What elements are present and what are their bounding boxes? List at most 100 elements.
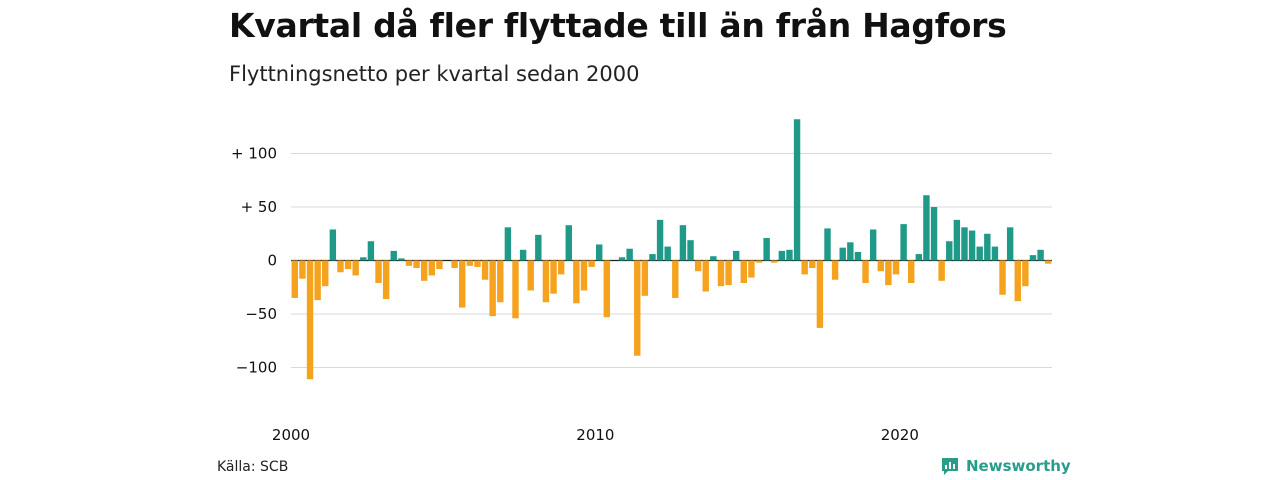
- bar: [436, 260, 443, 270]
- bar: [1006, 227, 1014, 261]
- bar: [466, 260, 474, 266]
- bar: [824, 228, 831, 261]
- bar: [778, 250, 786, 261]
- bar: [557, 260, 565, 275]
- bar: [413, 260, 420, 268]
- bar: [694, 260, 702, 272]
- bar: [489, 260, 496, 317]
- bar: [504, 227, 512, 261]
- bar: [535, 234, 542, 261]
- bar: [382, 260, 390, 300]
- y-tick-label: + 50: [241, 198, 277, 216]
- chart-title: Kvartal då fler flyttade till än från Ha…: [229, 6, 1007, 45]
- bar: [664, 246, 671, 261]
- bar: [375, 260, 382, 283]
- bar: [915, 254, 923, 261]
- bar: [786, 249, 793, 261]
- x-tick-label: 2020: [881, 426, 919, 444]
- bar: [497, 260, 504, 303]
- bar: [1014, 260, 1021, 302]
- brand-name: Newsworthy: [966, 457, 1071, 475]
- bar: [755, 260, 763, 263]
- bar: [1037, 249, 1044, 261]
- bar: [809, 260, 816, 268]
- bar: [999, 260, 1006, 295]
- bar: [512, 260, 519, 319]
- bar: [938, 260, 945, 281]
- bar: [420, 260, 428, 281]
- bar: [732, 250, 740, 261]
- bar: [717, 260, 725, 287]
- bar: [968, 230, 976, 261]
- bar: [885, 260, 892, 286]
- bar: [892, 260, 900, 275]
- bar: [451, 260, 458, 268]
- bar: [702, 260, 709, 292]
- bar: [763, 238, 770, 261]
- bar: [991, 246, 999, 261]
- bar: [390, 250, 397, 261]
- bar: [984, 233, 991, 261]
- bar: [596, 244, 603, 261]
- bar: [306, 260, 314, 380]
- bar: [542, 260, 550, 303]
- bar: [329, 229, 337, 261]
- bar: [1022, 260, 1029, 287]
- x-tick-label: 2000: [272, 426, 310, 444]
- bar: [679, 225, 687, 261]
- bar: [869, 229, 877, 261]
- y-tick-label: 0: [267, 252, 277, 270]
- chart-subtitle: Flyttningsnetto per kvartal sedan 2000: [229, 62, 640, 86]
- bar: [580, 260, 588, 291]
- bar: [854, 251, 862, 261]
- bar: [550, 260, 557, 294]
- bar: [740, 260, 747, 283]
- bar: [687, 240, 694, 261]
- y-tick-label: −50: [245, 305, 277, 323]
- bar: [953, 219, 961, 261]
- bar: [710, 256, 717, 261]
- bar: [793, 119, 801, 261]
- newsworthy-logo: Newsworthy: [940, 456, 1071, 476]
- bar: [626, 248, 633, 261]
- bar: [847, 242, 854, 261]
- bar: [352, 260, 359, 276]
- source-note: Källa: SCB: [217, 459, 289, 475]
- bar: [649, 254, 656, 261]
- bar: [862, 260, 869, 283]
- bar: [1029, 255, 1037, 261]
- bar: [344, 260, 352, 270]
- bar: [923, 195, 930, 261]
- bar: [474, 260, 481, 267]
- bar: [748, 260, 755, 278]
- bar: [946, 241, 953, 261]
- bar: [314, 260, 321, 301]
- y-tick-label: −100: [236, 359, 277, 377]
- bar: [900, 224, 907, 261]
- bar: [527, 260, 534, 291]
- bar: [367, 241, 375, 261]
- bar: [930, 207, 938, 261]
- bar: [672, 260, 679, 298]
- bar: [565, 225, 572, 261]
- bar: [961, 227, 968, 261]
- y-tick-label: + 100: [231, 145, 277, 163]
- bar: [816, 260, 824, 328]
- bar: [908, 260, 915, 283]
- bar: [405, 260, 413, 266]
- bar: [831, 260, 839, 280]
- bar: [322, 260, 329, 287]
- bar: [360, 257, 367, 261]
- bar: [459, 260, 466, 308]
- bar: [976, 246, 983, 261]
- bar: [573, 260, 580, 304]
- bar: [519, 249, 527, 261]
- newsworthy-icon: [942, 458, 958, 475]
- x-tick-label: 2010: [576, 426, 614, 444]
- bar: [641, 260, 649, 296]
- bar: [1044, 260, 1052, 264]
- bar: [428, 260, 435, 276]
- bar: [588, 260, 595, 267]
- bar: [877, 260, 884, 272]
